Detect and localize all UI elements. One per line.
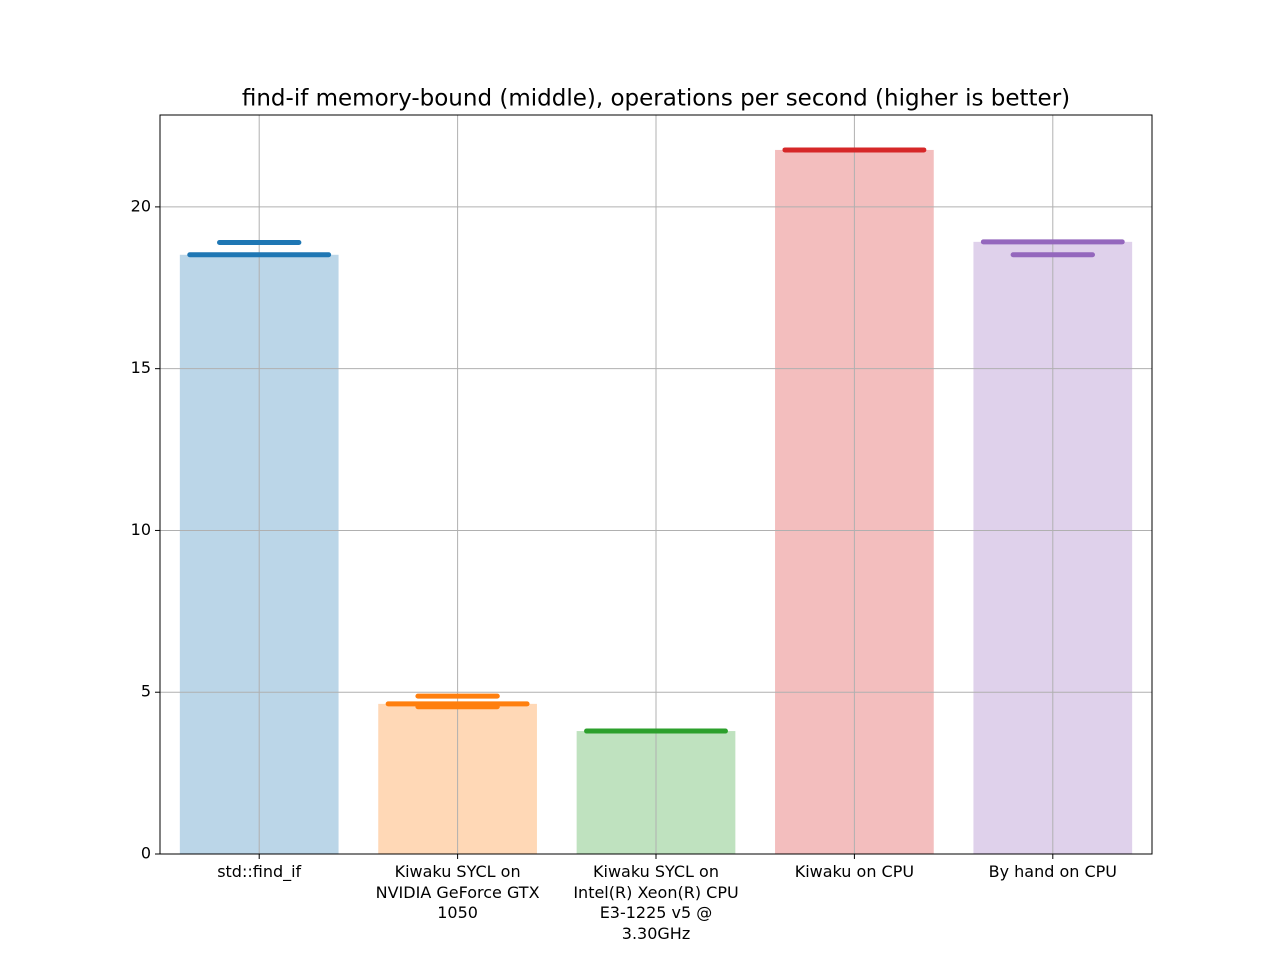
x-tick-label: std::find_if [217, 862, 302, 881]
x-tick-label: Kiwaku SYCL on Intel(R) Xeon(R) CPU E3-1… [573, 862, 739, 943]
chart-title: find-if memory-bound (middle), operation… [242, 86, 1070, 112]
plot-frame [159, 114, 1153, 855]
y-tick-label: 5 [141, 682, 151, 701]
y-tick-label: 10 [131, 520, 151, 539]
y-tick-label: 20 [131, 196, 151, 215]
y-tick-label: 15 [131, 358, 151, 377]
x-tick-label: Kiwaku SYCL on NVIDIA GeForce GTX 1050 [375, 862, 540, 922]
y-tick-label: 0 [141, 844, 151, 863]
x-tick-label: By hand on CPU [988, 862, 1117, 881]
x-tick-label: Kiwaku on CPU [794, 862, 915, 881]
